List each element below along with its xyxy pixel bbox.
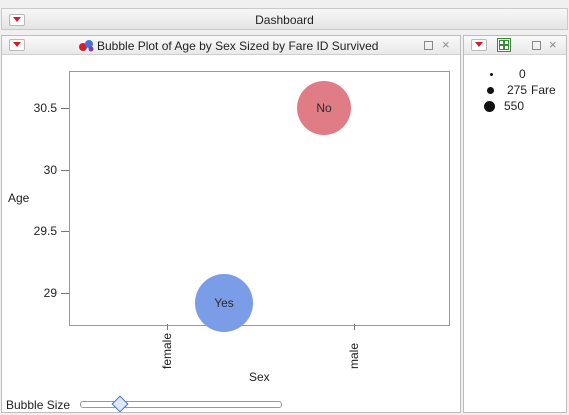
- y-tick-label: 30.5: [33, 101, 57, 115]
- bubble-plot-icon: [79, 40, 94, 52]
- legend-label-550: 550: [504, 99, 525, 113]
- legend-item-275: 275 Fare: [486, 83, 556, 97]
- y-tick-label: 29: [43, 286, 57, 300]
- plot-frame: [69, 71, 450, 326]
- legend-close-icon[interactable]: ×: [549, 37, 557, 52]
- bubble-no[interactable]: No: [296, 80, 352, 136]
- y-tick: [61, 170, 69, 171]
- dashboard-title: Dashboard: [255, 13, 314, 27]
- legend-item-550: 550: [484, 99, 524, 113]
- dashboard-menu-icon[interactable]: [9, 14, 25, 26]
- legend-panel: ×: [463, 35, 567, 413]
- legend-maximize-icon[interactable]: [532, 41, 541, 50]
- y-tick: [61, 293, 69, 294]
- legend-dot-medium: [487, 86, 494, 94]
- close-icon[interactable]: ×: [442, 37, 450, 52]
- legend-label-0: 0: [519, 67, 526, 81]
- y-axis-label: Age: [8, 191, 30, 205]
- x-tick: [354, 324, 355, 330]
- plot-panel-title: Bubble Plot of Age by Sex Sized by Fare …: [97, 39, 379, 53]
- dashboard-titlebar: Dashboard: [1, 8, 568, 30]
- legend-dot-large: [484, 100, 495, 112]
- bubble-size-slider[interactable]: [80, 401, 282, 408]
- legend-dot-small: [490, 72, 493, 76]
- x-tick: [167, 324, 168, 330]
- plot-menu-icon[interactable]: [9, 39, 25, 51]
- y-tick-label: 29.5: [33, 224, 57, 238]
- legend-label-275: 275: [507, 83, 528, 97]
- legend-title: Fare: [531, 83, 556, 97]
- y-tick: [61, 231, 69, 232]
- x-axis-label: Sex: [249, 370, 270, 384]
- maximize-icon[interactable]: [424, 41, 433, 50]
- bubble-yes[interactable]: Yes: [195, 274, 253, 333]
- x-tick-label: male: [347, 342, 361, 369]
- legend-panel-header: ×: [464, 36, 566, 55]
- legend-item-0: 0: [487, 67, 526, 81]
- y-tick: [61, 108, 69, 109]
- layout-grid-icon[interactable]: [497, 38, 511, 52]
- y-tick-label: 30: [43, 163, 57, 177]
- plot-panel-header: Bubble Plot of Age by Sex Sized by Fare …: [2, 36, 460, 55]
- legend-menu-icon[interactable]: [471, 39, 487, 51]
- x-tick-label: female: [160, 332, 174, 369]
- bubble-size-label: Bubble Size: [6, 398, 71, 412]
